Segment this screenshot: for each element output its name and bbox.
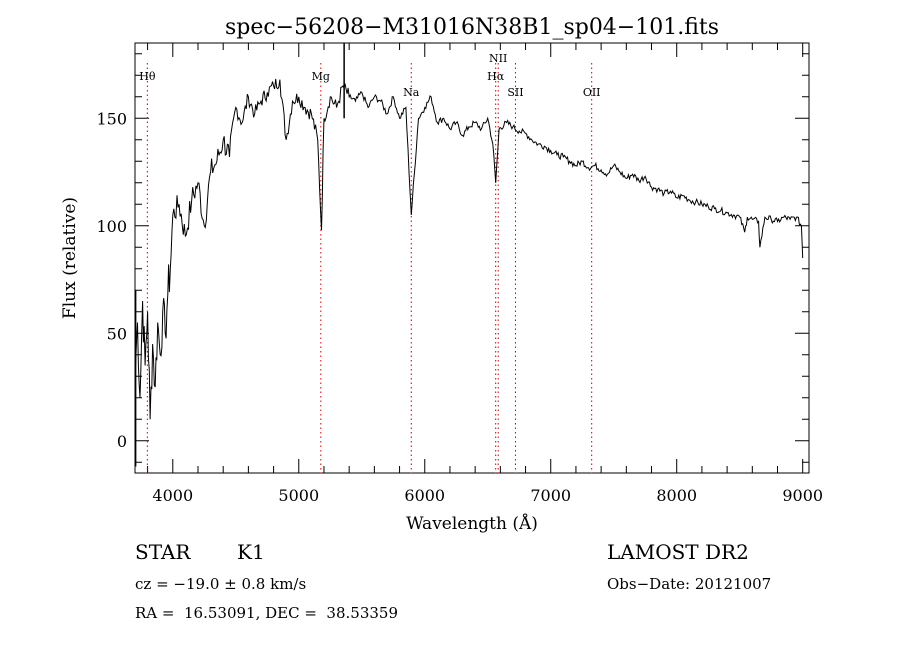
line-marker-label: Mg <box>312 70 330 83</box>
y-tick-label: 150 <box>96 109 127 128</box>
x-tick-label: 8000 <box>656 486 697 505</box>
subclass-label: K1 <box>237 540 265 564</box>
plot-frame <box>134 42 810 474</box>
line-marker-label: OII <box>583 86 601 99</box>
y-axis-label: Flux (relative) <box>60 197 80 319</box>
obs-date: Obs−Date: 20121007 <box>607 575 772 593</box>
radec-readout: RA = 16.53091, DEC = 38.53359 <box>135 604 399 622</box>
x-ticks: 4000 5000 6000 7000 8000 9000 <box>147 43 823 505</box>
spectrum-series <box>134 43 804 467</box>
line-marker-label: Hθ <box>139 70 156 83</box>
x-axis-label: Wavelength (Å) <box>406 513 538 534</box>
line-marker-label: Na <box>403 86 420 99</box>
spectrum-line <box>134 78 804 420</box>
y-tick-label: 0 <box>117 432 127 451</box>
line-marker-label: Hα <box>487 70 505 83</box>
cz-readout: cz = −19.0 ± 0.8 km/s <box>135 575 307 593</box>
line-marker-label: SII <box>507 86 523 99</box>
y-tick-label: 50 <box>107 324 127 343</box>
x-tick-label: 5000 <box>278 486 319 505</box>
line-marker-label: NII <box>489 52 507 65</box>
class-label: STAR <box>135 540 191 564</box>
y-ticks: 0 50 100 150 <box>96 53 809 463</box>
x-tick-label: 6000 <box>404 486 445 505</box>
x-tick-label: 7000 <box>530 486 571 505</box>
survey-label: LAMOST DR2 <box>607 540 749 564</box>
chart-title: spec−56208−M31016N38B1_sp04−101.fits <box>225 15 719 40</box>
x-tick-label: 4000 <box>152 486 193 505</box>
y-tick-label: 100 <box>96 217 127 236</box>
x-tick-label: 9000 <box>782 486 823 505</box>
